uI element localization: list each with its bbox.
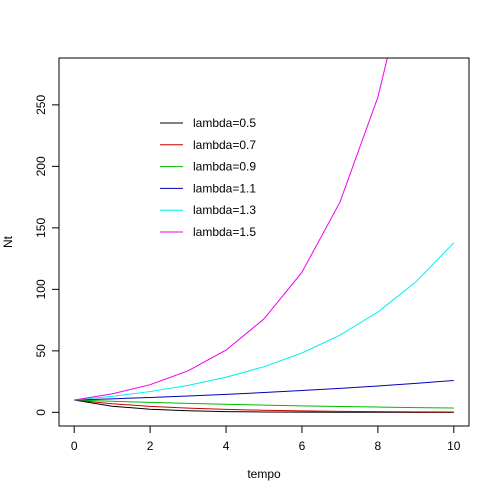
legend-label: lambda=1.1	[193, 181, 256, 195]
x-tick-label: 2	[147, 439, 154, 453]
x-tick-label: 10	[447, 439, 461, 453]
series-line	[74, 58, 388, 401]
x-axis-label: tempo	[247, 467, 281, 481]
x-tick-label: 8	[375, 439, 382, 453]
plot-area	[74, 58, 455, 413]
y-tick-label: 250	[34, 95, 48, 115]
series-line	[74, 399, 454, 413]
legend-label: lambda=0.5	[193, 116, 256, 130]
y-tick-label: 200	[34, 156, 48, 176]
legend-label: lambda=0.9	[193, 160, 256, 174]
y-tick-label: 150	[34, 218, 48, 238]
legend-label: lambda=1.3	[193, 203, 256, 217]
x-tick-label: 4	[223, 439, 230, 453]
series-line	[74, 242, 455, 401]
y-tick-label: 50	[34, 344, 48, 358]
series-line	[74, 379, 454, 401]
legend-label: lambda=1.5	[193, 225, 256, 239]
y-tick-label: 0	[34, 409, 48, 416]
x-tick-label: 6	[299, 439, 306, 453]
legend-label: lambda=0.7	[193, 138, 256, 152]
y-tick-label: 100	[34, 279, 48, 299]
x-tick-label: 0	[71, 439, 78, 453]
series-line	[74, 399, 454, 409]
y-axis-label: Nt	[1, 235, 15, 248]
series-line	[74, 399, 454, 413]
